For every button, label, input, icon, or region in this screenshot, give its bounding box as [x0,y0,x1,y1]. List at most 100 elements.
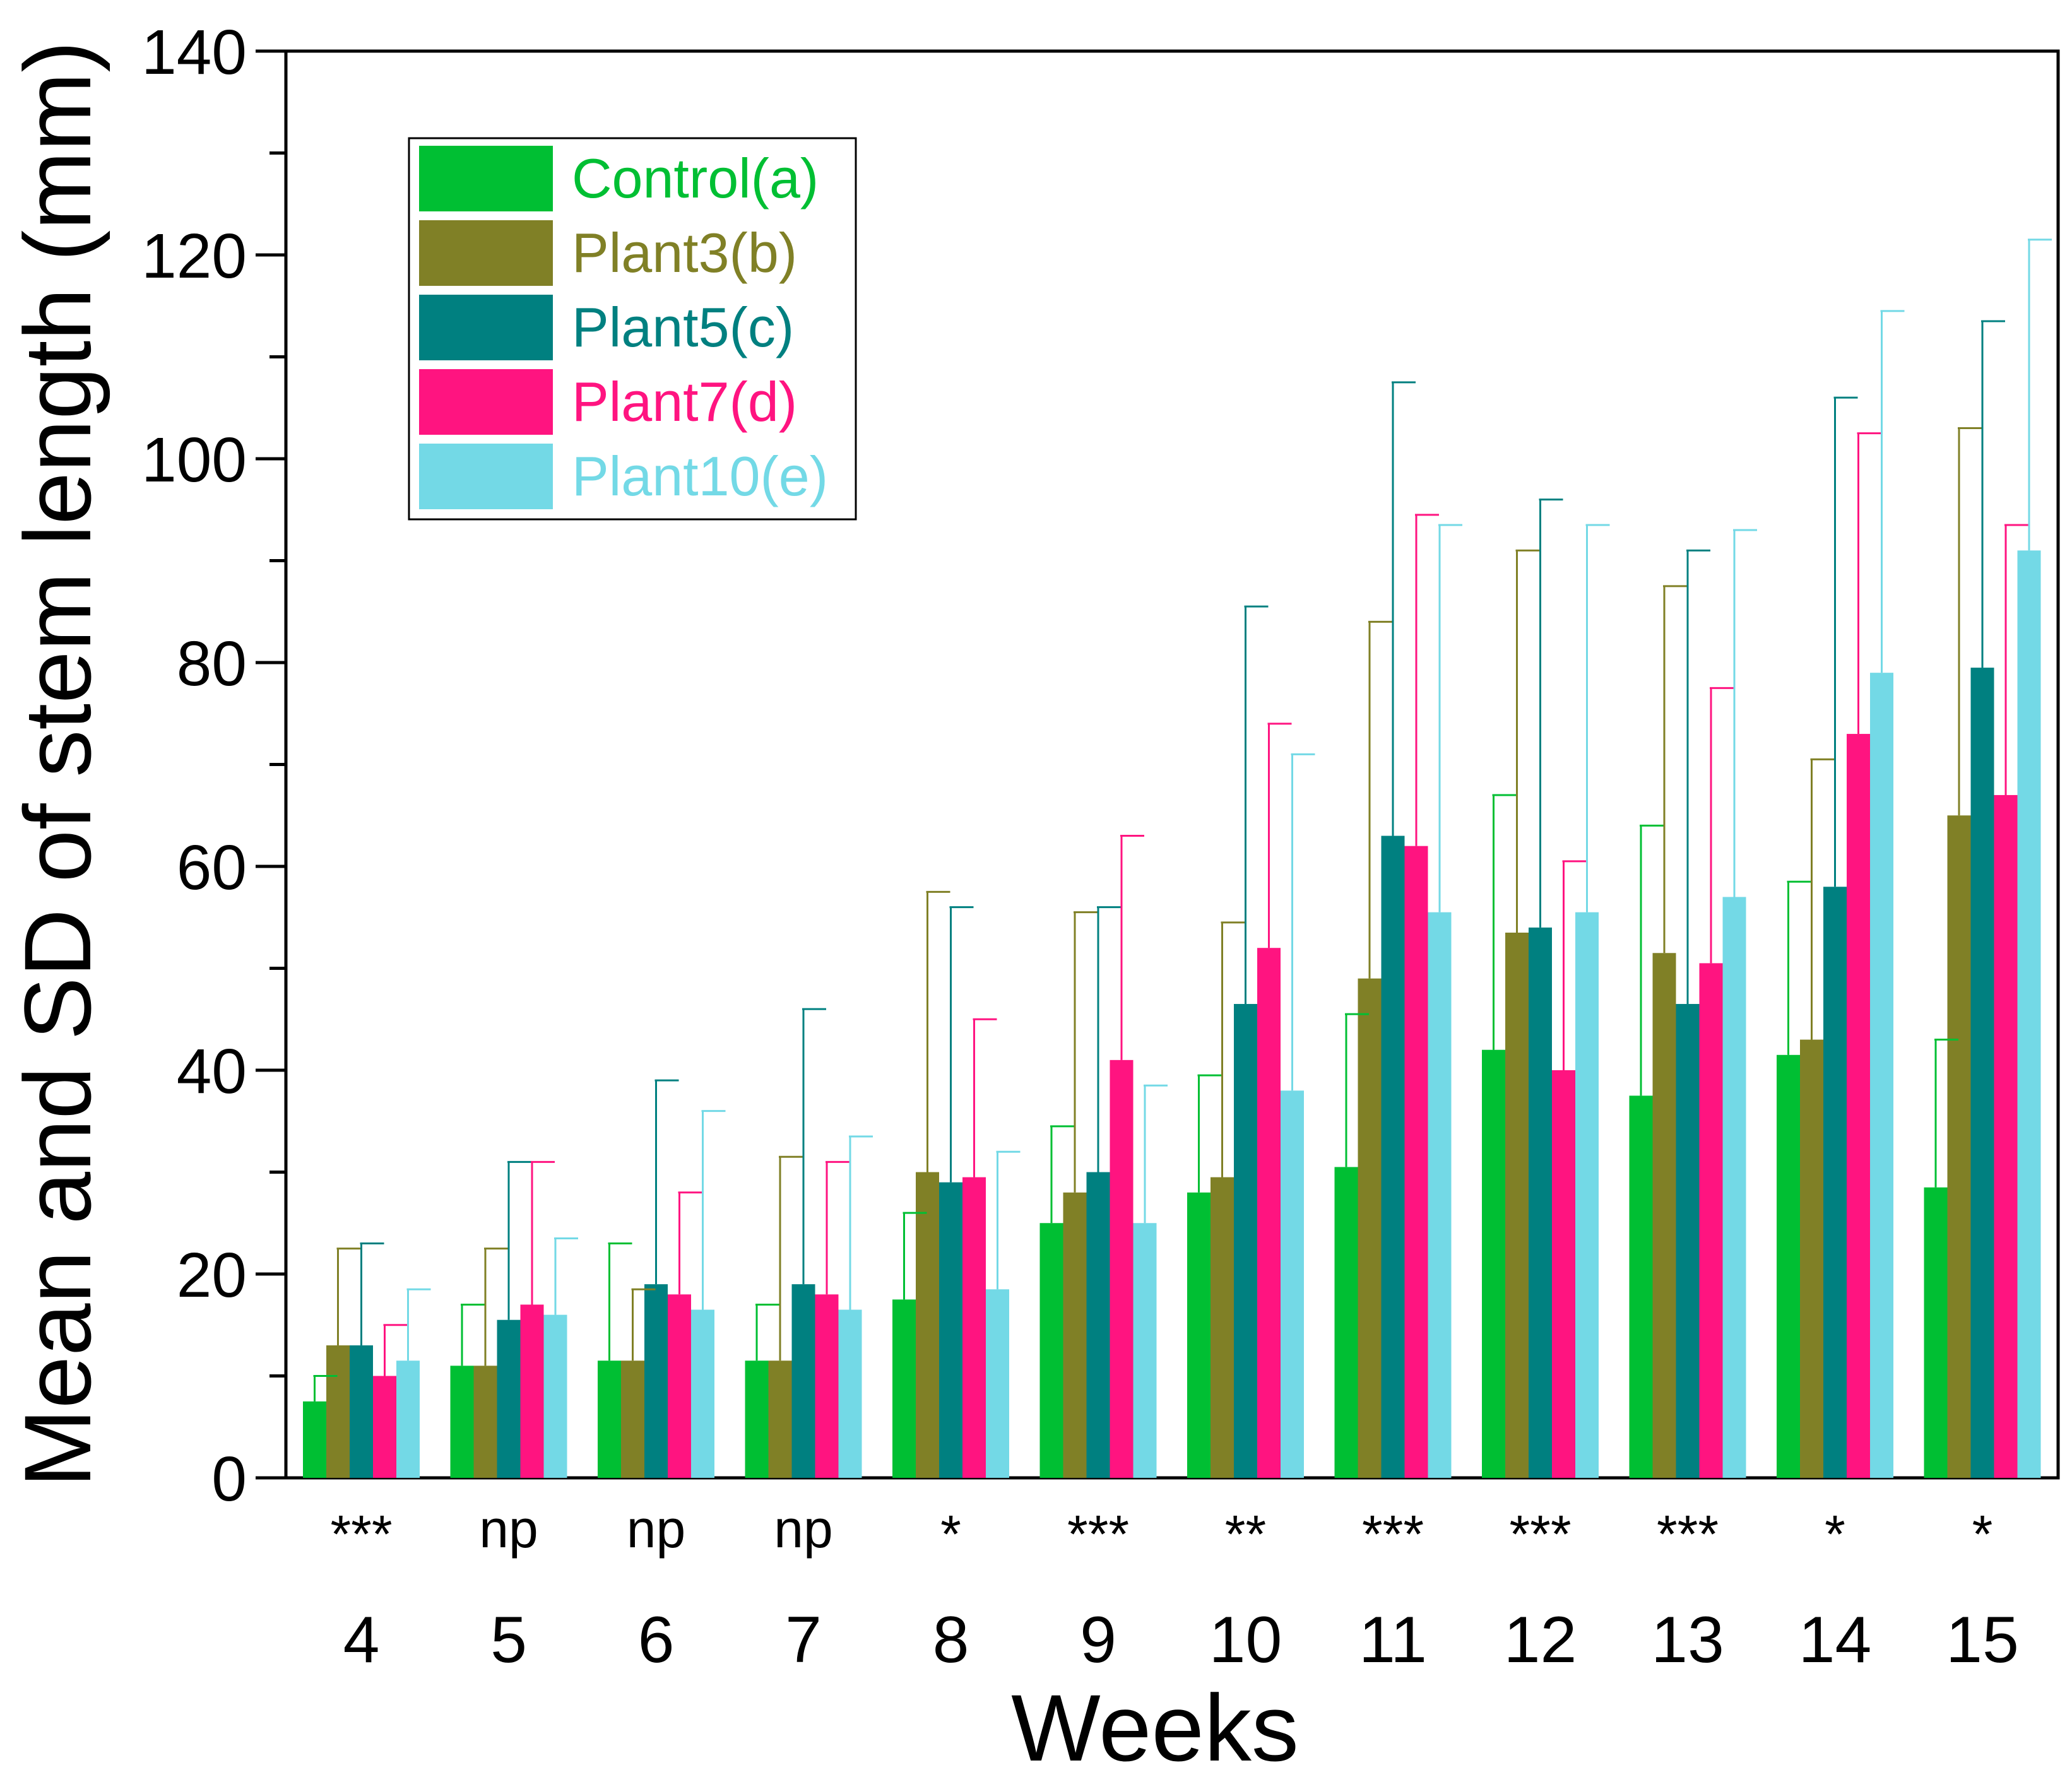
significance-label: *** [1657,1504,1719,1564]
legend-label: Plant10(e) [572,445,828,507]
bar-plant5c-week-8 [939,1182,962,1478]
bar-controla-week-5 [450,1366,474,1478]
significance-label: * [1825,1504,1845,1564]
x-axis: 4***5np6np7np8*9***10**11***12***13***14… [330,1499,2018,1677]
bar-plant5c-week-6 [644,1284,668,1478]
bar-plant7d-week-9 [1110,1059,1134,1478]
bar-plant7d-week-10 [1257,948,1281,1478]
bar-plant7d-week-8 [962,1177,986,1478]
bar-plant3b-week-15 [1947,815,1971,1478]
x-tick-label: 8 [933,1603,969,1677]
bar-controla-week-14 [1777,1054,1800,1478]
legend-swatch [419,369,553,435]
x-tick-label: 15 [1946,1603,2019,1677]
bar-controla-week-6 [598,1360,621,1478]
x-tick-label: 4 [343,1603,380,1677]
bar-plant7d-week-13 [1699,963,1723,1478]
significance-label: *** [1509,1504,1571,1564]
legend-label: Plant5(c) [572,296,794,358]
bar-controla-week-9 [1039,1223,1063,1478]
bar-plant5c-week-4 [350,1345,373,1478]
x-tick-label: 13 [1651,1603,1724,1677]
x-axis-title: Weeks [1011,1675,1299,1781]
bar-plant10e-week-12 [1575,912,1599,1478]
bar-plant5c-week-9 [1086,1172,1110,1478]
legend-swatch [419,146,553,211]
error-bars-group [313,239,2052,1401]
y-axis: 0 20 40 60 80 100 120 140 [141,17,286,1514]
significance-label: *** [1362,1504,1424,1564]
bar-plant5c-week-11 [1381,835,1405,1478]
y-tick-label: 0 [211,1444,247,1514]
significance-label: np [479,1499,538,1559]
bar-plant3b-week-9 [1063,1192,1087,1478]
bar-plant3b-week-5 [473,1366,497,1478]
bar-controla-week-12 [1482,1049,1505,1478]
legend-swatch [419,220,553,286]
legend-label: Plant3(b) [572,221,797,284]
bar-plant5c-week-10 [1234,1004,1257,1478]
bar-plant10e-week-14 [1870,673,1893,1478]
bar-controla-week-15 [1924,1187,1948,1478]
bar-plant3b-week-10 [1211,1177,1234,1478]
bar-plant3b-week-7 [768,1360,792,1478]
x-tick-label: 12 [1504,1603,1577,1677]
bar-controla-week-4 [303,1401,326,1478]
bar-plant3b-week-6 [621,1360,644,1478]
significance-label: *** [330,1504,392,1564]
bar-plant7d-week-15 [1994,794,2018,1478]
y-tick-label: 20 [177,1240,247,1311]
bars-group [303,550,2041,1478]
bar-plant3b-week-12 [1505,932,1529,1478]
legend-swatch [419,444,553,509]
significance-label: np [627,1499,685,1559]
bar-plant10e-week-7 [838,1309,862,1478]
bar-plant5c-week-5 [497,1319,521,1478]
y-tick-label: 80 [177,628,247,699]
x-tick-label: 7 [785,1603,822,1677]
y-axis-title: Mean and SD of stem length (mm) [4,41,110,1488]
significance-label: * [940,1504,961,1564]
x-tick-label: 9 [1080,1603,1116,1677]
significance-label: *** [1067,1504,1129,1564]
bar-plant7d-week-7 [815,1294,839,1478]
bar-controla-week-11 [1334,1167,1358,1478]
bar-plant5c-week-13 [1676,1004,1700,1478]
bar-plant5c-week-12 [1529,927,1552,1478]
bar-plant3b-week-13 [1652,953,1676,1478]
bar-plant10e-week-10 [1281,1090,1304,1478]
y-tick-label: 100 [141,425,247,495]
bar-plant3b-week-11 [1358,978,1382,1478]
bar-plant5c-week-14 [1823,887,1847,1478]
x-tick-label: 6 [638,1603,675,1677]
bar-plant10e-week-13 [1722,897,1746,1478]
bar-plant7d-week-4 [373,1376,396,1478]
y-tick-label: 120 [141,221,247,292]
y-tick-label: 60 [177,832,247,903]
legend-label: Control(a) [572,147,819,209]
bar-plant10e-week-5 [543,1314,567,1478]
bar-plant7d-week-14 [1847,734,1870,1478]
legend-label: Plant7(d) [572,370,797,433]
bar-plant7d-week-5 [520,1304,544,1478]
bar-controla-week-8 [892,1299,916,1478]
bar-controla-week-13 [1629,1095,1653,1478]
significance-label: np [774,1499,832,1559]
bar-plant10e-week-15 [2017,550,2041,1478]
legend-swatch [419,295,553,360]
bar-controla-week-7 [745,1360,769,1478]
bar-plant3b-week-14 [1800,1039,1823,1478]
bar-plant3b-week-4 [326,1345,350,1478]
bar-plant5c-week-15 [1970,668,1994,1478]
bar-plant10e-week-6 [691,1309,714,1478]
x-tick-label: 5 [490,1603,527,1677]
y-tick-label: 140 [141,17,247,88]
bar-plant10e-week-9 [1133,1223,1157,1478]
bar-plant7d-week-6 [668,1294,691,1478]
x-tick-label: 10 [1209,1603,1282,1677]
y-tick-label: 40 [177,1036,247,1107]
bar-plant3b-week-8 [916,1172,939,1478]
bar-plant10e-week-4 [396,1360,420,1478]
bar-plant10e-week-8 [986,1289,1009,1478]
